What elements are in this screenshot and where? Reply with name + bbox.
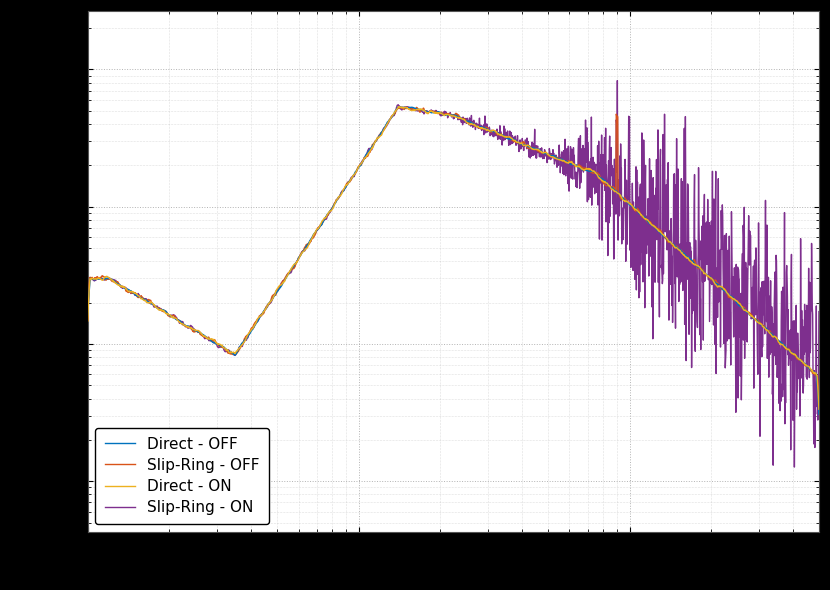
Direct - ON	[793, 355, 803, 362]
Direct - ON	[793, 355, 803, 362]
Slip-Ring - OFF	[83, 317, 93, 324]
Direct - ON	[438, 112, 448, 119]
Y-axis label: ASD $\left[\frac{m/s}{\sqrt{Hz}}\right]$: ASD $\left[\frac{m/s}{\sqrt{Hz}}\right]$	[11, 232, 44, 311]
Direct - ON	[394, 103, 404, 110]
Line: Direct - ON: Direct - ON	[88, 107, 819, 409]
Line: Direct - OFF: Direct - OFF	[88, 107, 819, 414]
Slip-Ring - ON	[120, 284, 130, 291]
Direct - OFF	[393, 103, 403, 110]
Slip-Ring - ON	[438, 110, 448, 117]
Direct - OFF	[120, 285, 130, 292]
Direct - ON	[120, 284, 130, 291]
Slip-Ring - ON	[613, 77, 622, 84]
Direct - OFF	[814, 411, 824, 418]
Line: Slip-Ring - OFF: Slip-Ring - OFF	[88, 107, 819, 408]
Slip-Ring - OFF	[793, 355, 803, 362]
Slip-Ring - ON	[419, 110, 429, 117]
Slip-Ring - ON	[814, 308, 824, 315]
Slip-Ring - OFF	[419, 106, 429, 113]
Direct - OFF	[659, 233, 669, 240]
Direct - OFF	[419, 107, 429, 114]
Slip-Ring - ON	[789, 464, 799, 471]
Slip-Ring - ON	[793, 346, 803, 353]
Slip-Ring - OFF	[396, 103, 406, 110]
Slip-Ring - ON	[793, 346, 803, 353]
Direct - ON	[814, 406, 824, 413]
Slip-Ring - OFF	[438, 110, 448, 117]
Line: Slip-Ring - ON: Slip-Ring - ON	[88, 81, 819, 467]
Direct - OFF	[793, 355, 803, 362]
Direct - OFF	[83, 311, 93, 318]
Slip-Ring - ON	[83, 316, 93, 323]
Slip-Ring - ON	[659, 201, 669, 208]
Direct - ON	[83, 317, 93, 324]
Legend: Direct - OFF, Slip-Ring - OFF, Direct - ON, Slip-Ring - ON: Direct - OFF, Slip-Ring - OFF, Direct - …	[95, 428, 269, 525]
Slip-Ring - OFF	[120, 285, 130, 292]
Slip-Ring - OFF	[793, 355, 803, 362]
Direct - ON	[659, 232, 669, 239]
Direct - OFF	[793, 353, 803, 360]
Direct - ON	[419, 107, 429, 114]
X-axis label: Frequency [Hz]: Frequency [Hz]	[391, 561, 516, 579]
Slip-Ring - OFF	[814, 404, 824, 411]
Direct - OFF	[438, 112, 448, 119]
Slip-Ring - OFF	[659, 232, 669, 240]
